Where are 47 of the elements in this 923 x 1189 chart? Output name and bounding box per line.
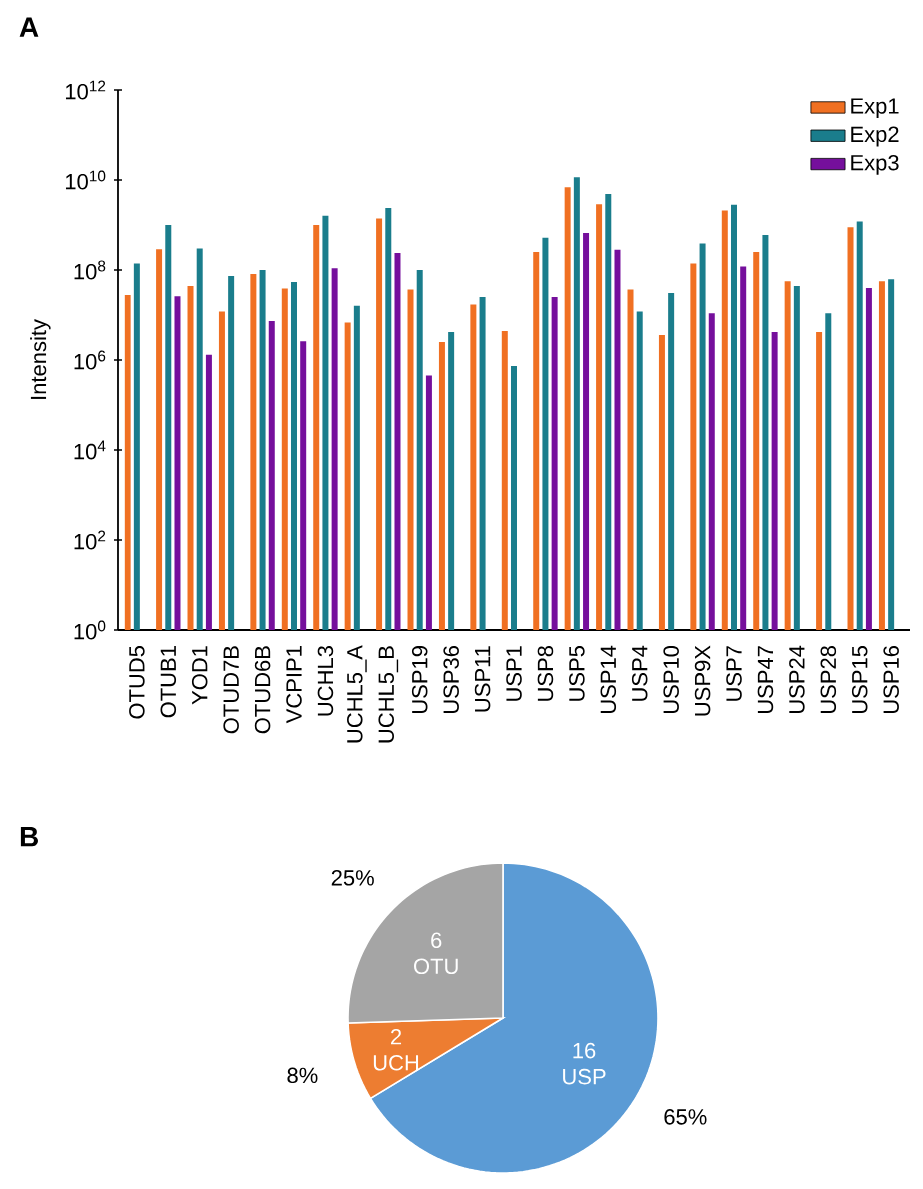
x-tick-label: UCHL5_A <box>347 645 367 743</box>
legend-label: Exp3 <box>851 154 899 175</box>
x-tick-label: USP47 <box>757 646 774 714</box>
x-tick-label: USP11 <box>474 646 491 712</box>
x-tick-label: USP8 <box>537 646 554 701</box>
x-tick-label: OTUD7B <box>223 646 239 734</box>
x-tick-label: USP19 <box>411 646 428 714</box>
text: 6 <box>431 932 442 949</box>
x-tick-label: UCHL5_B <box>378 646 399 743</box>
data-label: 8% <box>287 1067 318 1084</box>
legend-label: Exp2 <box>851 126 899 147</box>
x-tick-label: USP7 <box>726 646 742 701</box>
x-tick-label: USP28 <box>820 646 837 714</box>
y-tick-label: 10$^{8}$ <box>74 260 106 280</box>
x-tick-label: USP16 <box>883 646 899 714</box>
y-axis-title: Intensity <box>30 319 51 399</box>
x-tick-label: USP1 <box>506 646 522 701</box>
x-tick-label: USP14 <box>600 645 617 714</box>
chart-title: A <box>19 17 39 37</box>
x-tick-label: OTUB1 <box>160 646 177 718</box>
x-tick-label: OTUD5 <box>129 646 145 719</box>
text: B <box>20 827 38 847</box>
y-tick-label: 10$^{10}$ <box>65 170 106 190</box>
slice-label: USP <box>563 1068 606 1085</box>
x-tick-label: USP10 <box>663 645 679 714</box>
x-tick-label: USP9X <box>694 645 711 716</box>
slice-label: OTU <box>414 958 458 975</box>
x-tick-label: USP24 <box>789 645 805 714</box>
x-tick-label: USP15 <box>851 646 868 714</box>
x-tick-label: VCPIP1 <box>286 646 302 724</box>
y-tick-label: 10$^{6}$ <box>74 350 106 370</box>
x-tick-label: YOD1 <box>191 646 208 705</box>
x-tick-label: UCHL3 <box>317 646 334 716</box>
data-label: 25% <box>331 870 374 886</box>
x-tick-label: USP4 <box>631 645 648 701</box>
x-tick-label: OTUD6B <box>254 646 271 734</box>
y-tick-label: 10$^{12}$ <box>65 80 106 100</box>
text: 16 <box>573 1042 596 1059</box>
y-tick-label: 10$^{4}$ <box>74 440 106 460</box>
y-tick-label: 10$^{2}$ <box>74 530 106 550</box>
slice-label: UCH <box>373 1054 419 1071</box>
text: 2 <box>391 1028 402 1045</box>
x-tick-label: USP5 <box>569 646 585 701</box>
y-tick-label: 10$^{0}$ <box>74 620 106 640</box>
legend-label: Exp1 <box>851 98 899 119</box>
data-label: 65% <box>664 1109 707 1125</box>
x-tick-label: USP36 <box>443 646 459 714</box>
